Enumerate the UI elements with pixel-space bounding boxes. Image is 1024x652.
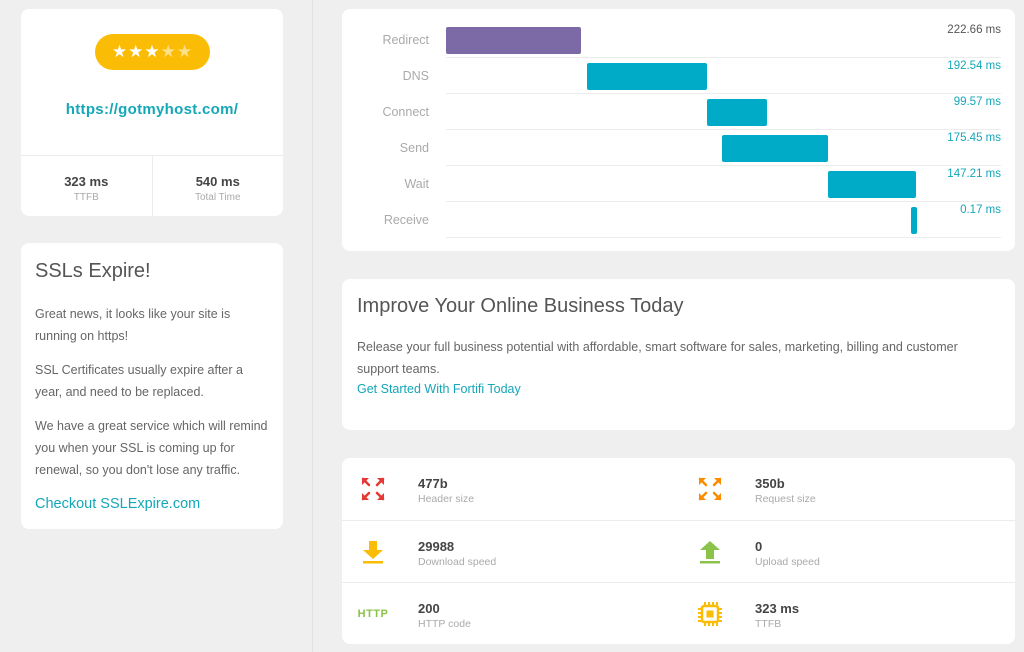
waterfall-row-dns: DNS 192.54 ms bbox=[342, 58, 1015, 94]
timing-waterfall-card: Redirect 222.66 ms DNS 192.54 ms Connect 99.5… bbox=[342, 9, 1015, 251]
star-filled-icon: ★ bbox=[144, 42, 161, 61]
expand-arrows-icon bbox=[358, 474, 388, 504]
waterfall-row-connect: Connect 99.57 ms bbox=[342, 94, 1015, 130]
metric-label: TTFB bbox=[755, 618, 782, 630]
waterfall-gridline bbox=[446, 93, 1001, 94]
waterfall-row-redirect: Redirect 222.66 ms bbox=[342, 22, 1015, 58]
metric-label: Header size bbox=[418, 493, 475, 505]
waterfall-bar bbox=[828, 171, 917, 198]
waterfall-time: 192.54 ms bbox=[947, 60, 1001, 72]
ttfb-label: TTFB bbox=[73, 192, 99, 203]
metric-label: Request size bbox=[755, 493, 816, 505]
site-stats: 323 ms TTFB 540 ms Total Time bbox=[21, 155, 283, 216]
metrics-row: 477b Header size 350b Request size bbox=[342, 458, 1015, 520]
waterfall-label: DNS bbox=[402, 69, 429, 83]
waterfall-bar bbox=[446, 27, 582, 54]
waterfall-time: 222.66 ms bbox=[947, 24, 1001, 36]
metric-request-size: 350b Request size bbox=[679, 458, 1015, 520]
waterfall-label: Connect bbox=[382, 105, 429, 119]
metric-upload-speed: 0 Upload speed bbox=[679, 521, 1015, 583]
ssl-paragraph: Great news, it looks like your site is r… bbox=[35, 307, 231, 343]
ssl-title: SSLs Expire! bbox=[35, 260, 151, 282]
waterfall-bar bbox=[707, 99, 768, 126]
metric-value: 477b bbox=[418, 476, 448, 491]
metrics-row: 29988 Download speed 0 Upload speed bbox=[342, 520, 1015, 582]
waterfall-time: 99.57 ms bbox=[953, 96, 1001, 108]
metric-value: 323 ms bbox=[755, 601, 800, 616]
waterfall-label: Send bbox=[399, 141, 429, 155]
cpu-chip-icon bbox=[695, 599, 725, 629]
star-empty-icon: ★ bbox=[160, 42, 177, 61]
metric-ttfb: 323 ms TTFB bbox=[679, 583, 1015, 645]
waterfall-gridline bbox=[446, 129, 1001, 130]
waterfall-gridline bbox=[446, 237, 1001, 238]
waterfall-gridline bbox=[446, 57, 1001, 58]
ssl-paragraph: We have a great service which will remin… bbox=[35, 419, 268, 477]
metric-value: 350b bbox=[755, 476, 785, 491]
waterfall-time: 147.21 ms bbox=[947, 168, 1001, 180]
total-time-value: 540 ms bbox=[195, 174, 240, 189]
promo-card: Improve Your Online Business Today Relea… bbox=[342, 279, 1015, 430]
metric-download-speed: 29988 Download speed bbox=[342, 521, 678, 583]
metric-label: Upload speed bbox=[755, 556, 820, 568]
waterfall-row-receive: Receive 0.17 ms bbox=[342, 202, 1015, 238]
ttfb-stat: 323 ms TTFB bbox=[21, 156, 152, 216]
waterfall-bar bbox=[722, 135, 829, 162]
site-url[interactable]: https://gotmyhost.com/ bbox=[65, 101, 239, 118]
total-time-stat: 540 ms Total Time bbox=[151, 156, 284, 216]
waterfall-bar bbox=[586, 63, 708, 90]
waterfall-time: 175.45 ms bbox=[947, 132, 1001, 144]
metric-value: 0 bbox=[755, 539, 763, 554]
waterfall-label: Redirect bbox=[382, 33, 429, 47]
star-filled-icon: ★ bbox=[111, 42, 129, 61]
upload-arrow-icon bbox=[695, 537, 725, 567]
waterfall-time: 0.17 ms bbox=[960, 204, 1001, 216]
metric-label: Download speed bbox=[418, 556, 497, 568]
metrics-card: 477b Header size 350b Request size 29988 Down… bbox=[342, 458, 1015, 644]
column-divider bbox=[312, 0, 313, 652]
star-filled-icon: ★ bbox=[128, 42, 145, 61]
waterfall-row-wait: Wait 147.21 ms bbox=[342, 166, 1015, 202]
waterfall-bar bbox=[911, 207, 918, 234]
site-summary-card: ★★★★★ https://gotmyhost.com/ 323 ms TTFB… bbox=[21, 9, 283, 216]
waterfall-label: Wait bbox=[404, 177, 429, 191]
download-arrow-icon bbox=[358, 537, 388, 567]
star-rating: ★★★★★ bbox=[95, 34, 210, 70]
star-empty-icon: ★ bbox=[176, 42, 194, 61]
metric-header-size: 477b Header size bbox=[342, 458, 678, 520]
metric-label: HTTP code bbox=[418, 618, 471, 630]
http-icon-text: HTTP bbox=[357, 608, 389, 620]
promo-title: Improve Your Online Business Today bbox=[357, 295, 684, 317]
waterfall-row-send: Send 175.45 ms bbox=[342, 130, 1015, 166]
sslexpire-link[interactable]: Checkout SSLExpire.com bbox=[35, 496, 201, 512]
ttfb-value: 323 ms bbox=[64, 174, 109, 189]
waterfall-gridline bbox=[446, 165, 1001, 166]
metric-value: 200 bbox=[418, 601, 440, 616]
promo-text: Release your full business potential wit… bbox=[357, 340, 958, 376]
fortifi-link[interactable]: Get Started With Fortifi Today bbox=[357, 382, 521, 396]
http-icon: HTTP bbox=[358, 599, 388, 629]
metric-http-code: HTTP 200 HTTP code bbox=[342, 583, 678, 645]
ssl-paragraph: SSL Certificates usually expire after a … bbox=[35, 363, 243, 399]
total-time-label: Total Time bbox=[194, 192, 241, 203]
ssl-expire-card: SSLs Expire! Great news, it looks like y… bbox=[21, 243, 283, 529]
waterfall-gridline bbox=[446, 201, 1001, 202]
expand-arrows-icon bbox=[695, 474, 725, 504]
metrics-row: HTTP 200 HTTP code 323 ms TTFB bbox=[342, 582, 1015, 644]
metric-value: 29988 bbox=[418, 539, 455, 554]
waterfall-label: Receive bbox=[383, 213, 429, 227]
